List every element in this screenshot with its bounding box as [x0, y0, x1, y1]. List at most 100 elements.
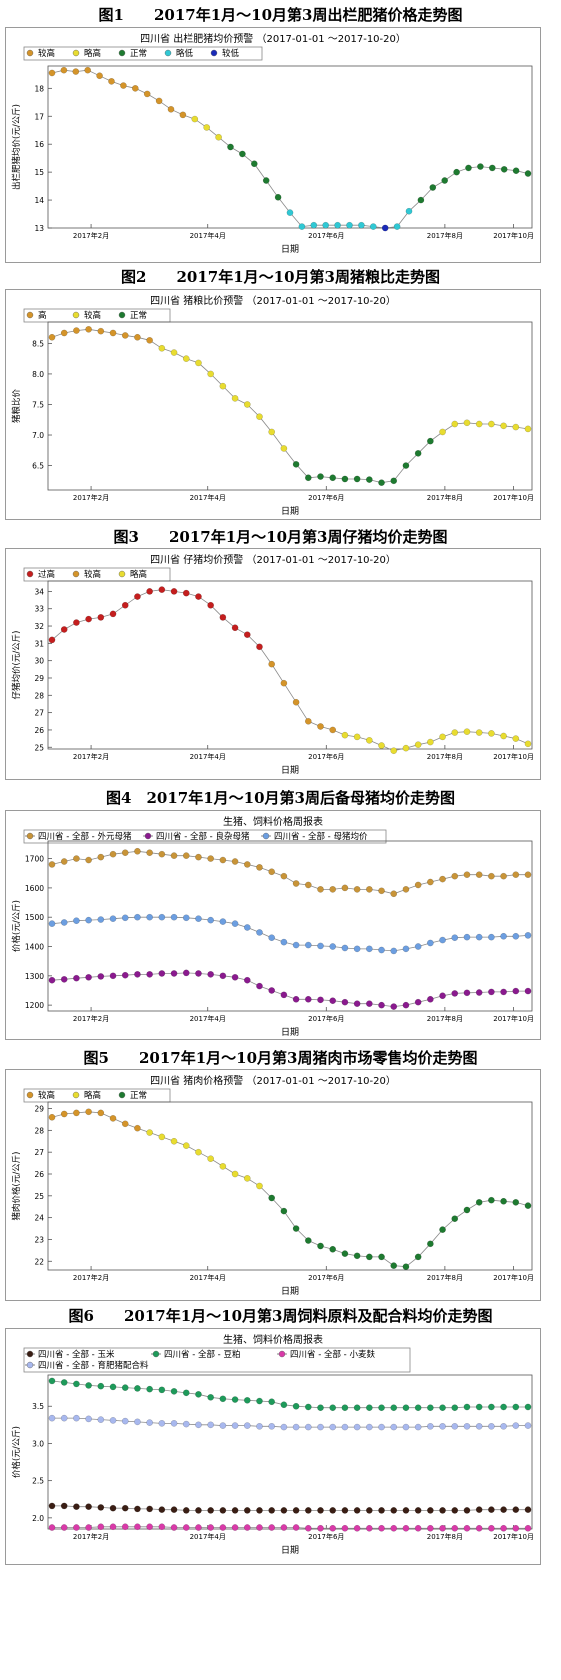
data-point — [305, 1524, 312, 1532]
x-tick-label: 2017年10月 — [493, 1532, 534, 1541]
data-point — [341, 475, 349, 483]
series-line-s0 — [52, 1505, 528, 1511]
data-point — [121, 332, 129, 339]
data-point — [207, 1421, 214, 1429]
data-point — [219, 1395, 227, 1403]
data-point — [346, 221, 353, 229]
y-axis-label: 仔猪均价(元/公斤) — [11, 631, 22, 700]
data-point — [512, 871, 520, 879]
data-point — [358, 221, 365, 229]
data-point — [158, 970, 166, 977]
data-point — [108, 78, 115, 85]
x-axis-label: 日期 — [281, 244, 299, 255]
data-point — [427, 1404, 434, 1412]
y-tick-label: 1400 — [25, 943, 44, 952]
data-point — [378, 1507, 385, 1514]
y-tick-label: 33 — [34, 605, 44, 614]
legend-marker — [26, 832, 34, 840]
data-point — [317, 473, 324, 480]
data-point — [463, 1206, 471, 1214]
data-point — [60, 1524, 68, 1531]
legend-label: 正常 — [130, 310, 147, 321]
data-point — [207, 1155, 214, 1163]
data-point — [329, 1245, 337, 1253]
data-point — [167, 105, 175, 113]
x-tick-label: 2017年2月 — [73, 1532, 109, 1541]
y-tick-label: 3.0 — [32, 1439, 44, 1448]
x-tick-label: 2017年8月 — [427, 1014, 463, 1023]
data-point — [475, 1506, 483, 1513]
data-point — [60, 1379, 68, 1386]
data-point — [72, 68, 80, 75]
figure-5-caption: 图5 2017年1月～10月第3周猪肉市场零售均价走势图 — [83, 1049, 478, 1067]
data-point — [378, 887, 385, 895]
data-point — [292, 461, 300, 468]
data-point — [414, 450, 422, 457]
data-point — [219, 382, 227, 390]
data-point — [414, 1404, 422, 1412]
data-point — [439, 1404, 446, 1412]
data-point — [207, 601, 214, 609]
data-point — [439, 992, 446, 1000]
data-point — [366, 1253, 373, 1261]
data-point — [207, 916, 214, 924]
data-point — [405, 207, 413, 215]
data-point — [243, 1422, 251, 1429]
data-point — [146, 1419, 153, 1426]
data-point — [97, 1523, 105, 1531]
legend-label: 高 — [38, 310, 47, 321]
data-point — [402, 1524, 410, 1532]
data-point — [329, 1423, 337, 1431]
data-point — [195, 593, 202, 600]
data-point — [475, 1524, 483, 1532]
data-point — [109, 329, 117, 337]
data-point — [317, 1524, 324, 1532]
data-point — [305, 1403, 312, 1411]
legend-marker — [26, 49, 34, 57]
data-point — [305, 995, 312, 1003]
data-point — [170, 588, 178, 595]
data-point — [195, 359, 202, 367]
data-point — [463, 419, 471, 427]
y-tick-label: 1600 — [25, 884, 44, 893]
data-point — [475, 933, 483, 941]
data-point — [268, 1423, 275, 1430]
data-point — [48, 976, 56, 984]
legend-label: 正常 — [130, 48, 147, 59]
data-point — [48, 636, 56, 644]
data-point — [329, 943, 337, 950]
figure-6-caption: 图6 2017年1月～10月第3周饲料原料及配合料均价走势图 — [68, 1307, 493, 1325]
y-tick-label: 7.5 — [32, 400, 44, 409]
data-point — [439, 1423, 446, 1430]
data-point — [134, 1418, 141, 1426]
y-tick-label: 13 — [34, 224, 44, 233]
data-point — [48, 920, 56, 927]
legend-label: 四川省 - 全部 - 小麦麸 — [290, 1349, 375, 1360]
data-point — [280, 1507, 288, 1514]
x-tick-label: 2017年4月 — [190, 1532, 226, 1541]
data-point — [524, 740, 532, 748]
data-point — [280, 1423, 288, 1431]
data-point — [524, 425, 532, 433]
data-point — [121, 914, 129, 922]
data-point — [427, 1507, 434, 1514]
data-point — [280, 991, 288, 999]
y-axis-label: 猪肉价格(元/公斤) — [11, 1152, 22, 1221]
data-point — [451, 1507, 459, 1514]
data-point — [414, 1507, 422, 1514]
y-tick-label: 28 — [34, 1126, 44, 1135]
data-point — [231, 1422, 239, 1429]
data-point — [60, 976, 68, 983]
data-point — [390, 1507, 398, 1514]
y-tick-label: 1200 — [25, 1001, 44, 1010]
data-point — [109, 915, 117, 922]
data-point — [427, 939, 434, 947]
data-point — [341, 884, 349, 892]
data-point — [305, 1237, 312, 1244]
data-point — [451, 872, 459, 880]
y-tick-label: 31 — [34, 639, 44, 648]
x-axis-label: 日期 — [281, 1545, 299, 1556]
data-point — [268, 428, 275, 436]
data-point — [48, 861, 56, 868]
data-point — [256, 1182, 263, 1190]
